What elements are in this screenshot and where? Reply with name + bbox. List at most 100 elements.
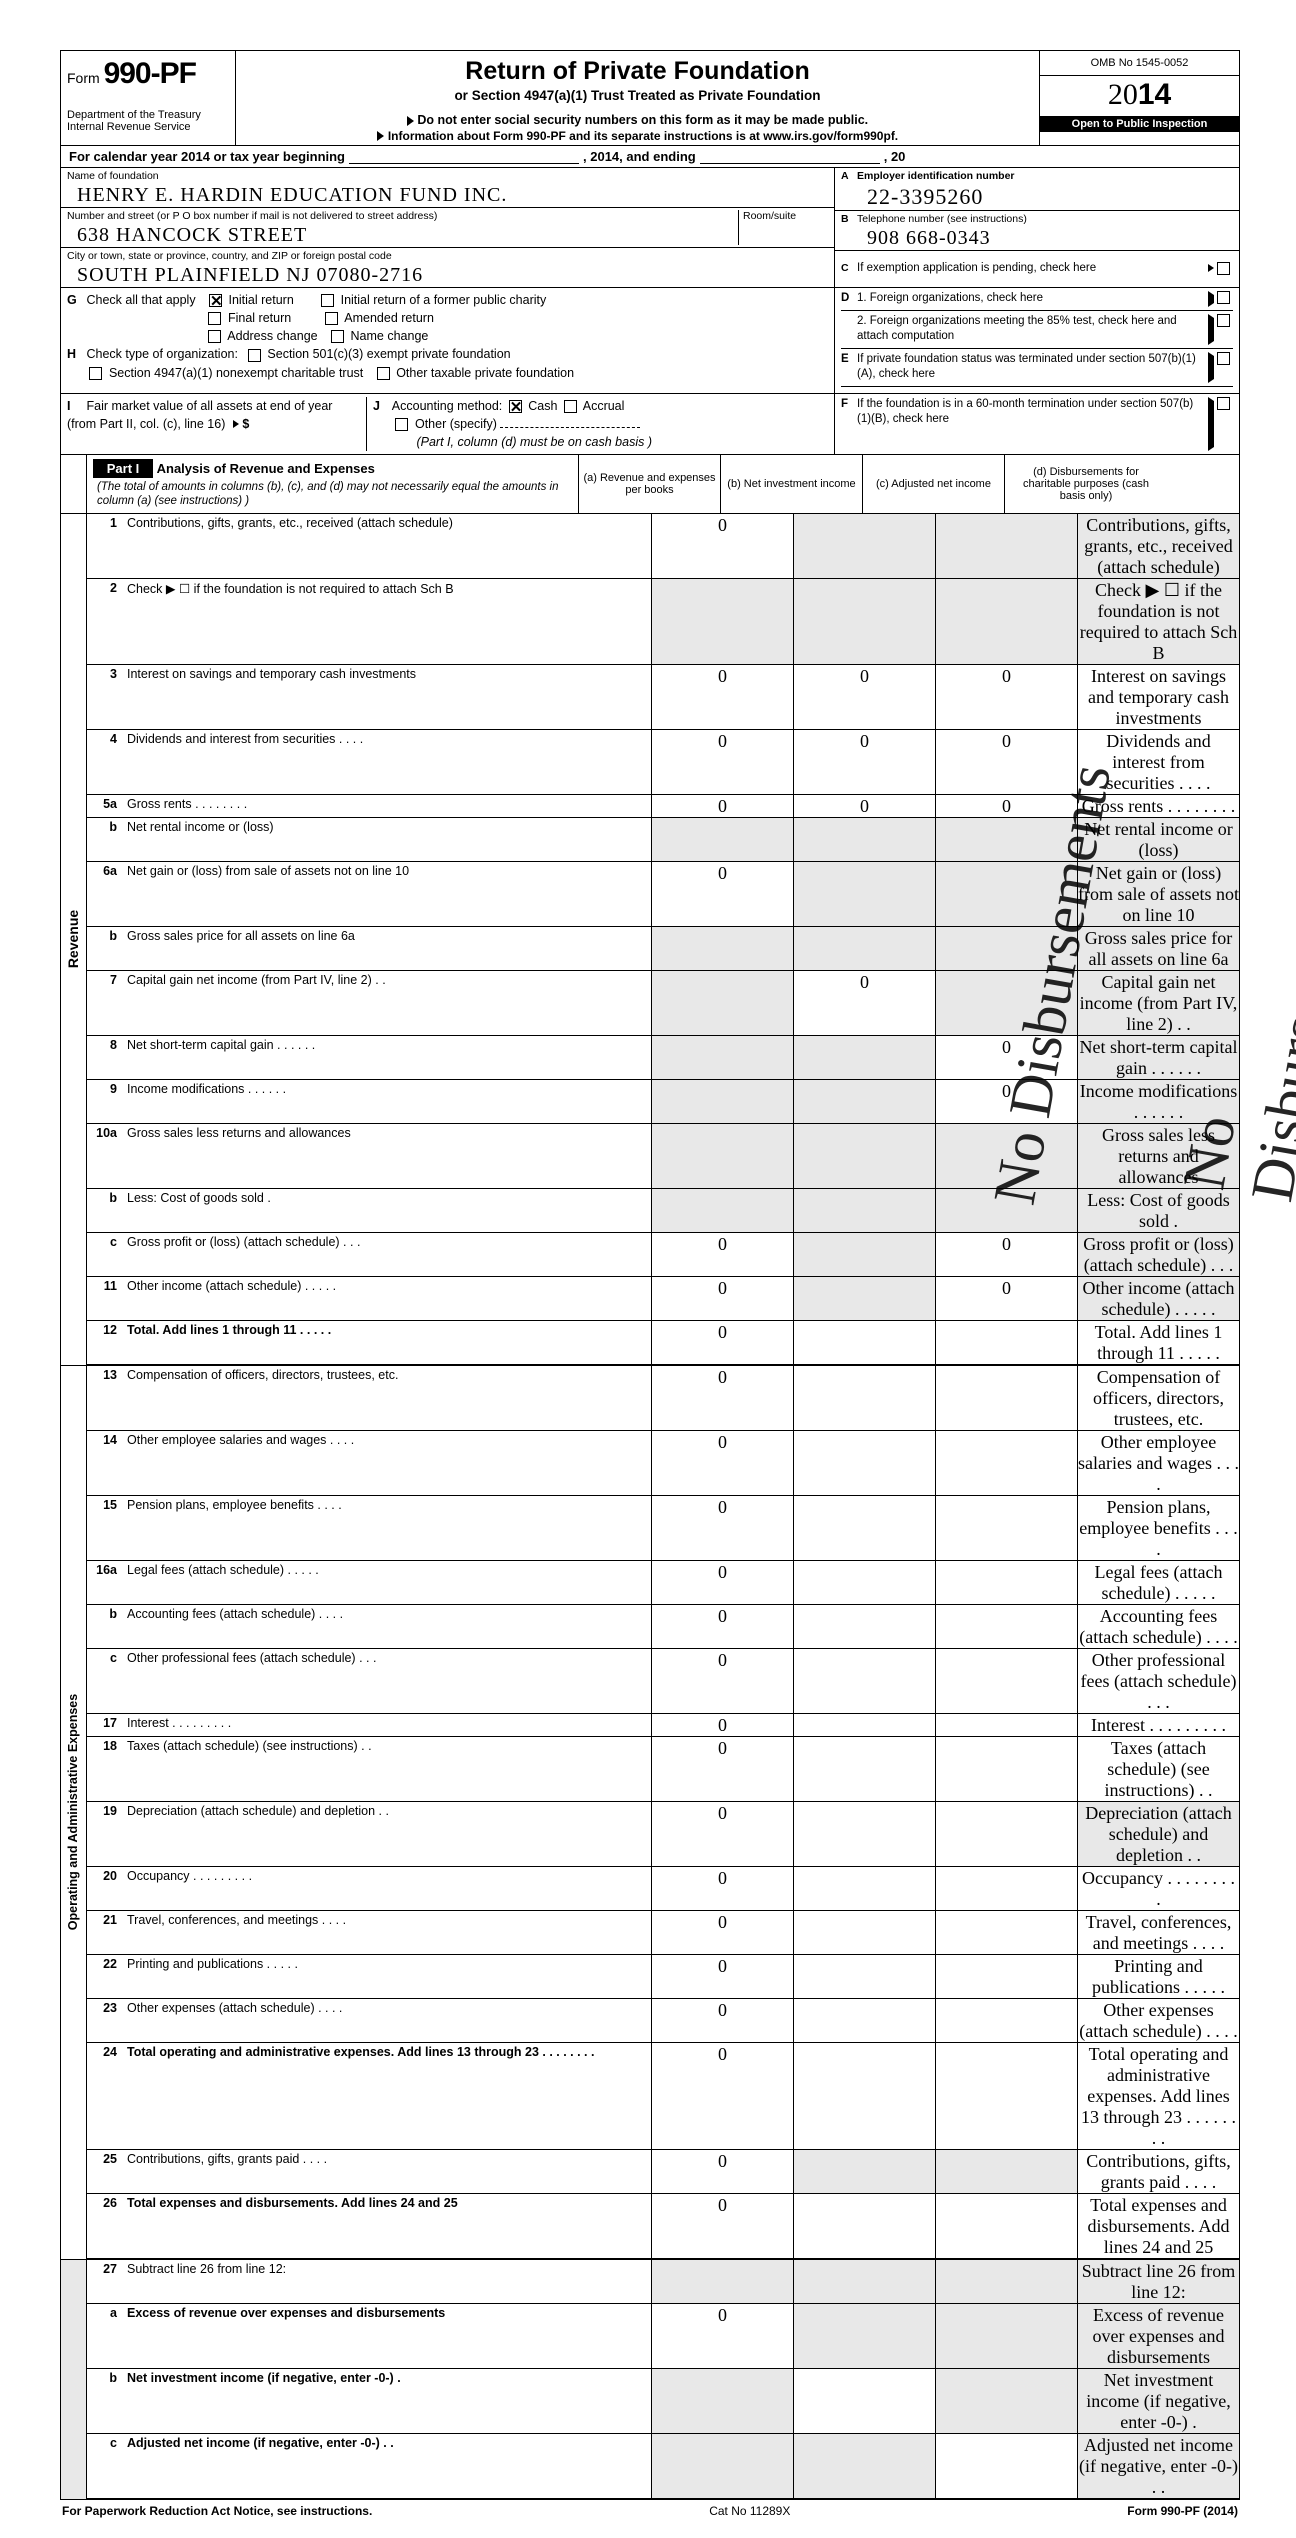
cell-a[interactable]: 0 <box>651 1233 793 1276</box>
h-4947-checkbox[interactable] <box>89 367 102 380</box>
cell-b[interactable] <box>793 1867 935 1910</box>
cell-b[interactable] <box>793 2369 935 2433</box>
cell-d[interactable]: Net gain or (loss) from sale of assets n… <box>1077 862 1239 926</box>
ein-value[interactable]: 22-3395260 <box>867 184 1243 210</box>
cell-d[interactable]: Check ▶ ☐ if the foundation is not requi… <box>1077 579 1239 664</box>
city-value[interactable]: South Plainfield NJ 07080-2716 <box>77 264 838 287</box>
cell-c[interactable] <box>935 1124 1077 1188</box>
cash-checkbox[interactable] <box>509 400 522 413</box>
cell-c[interactable] <box>935 1737 1077 1801</box>
e-checkbox[interactable] <box>1217 352 1230 365</box>
cell-d[interactable]: Total operating and administrative expen… <box>1077 2043 1239 2149</box>
cal-blank2[interactable] <box>700 149 880 164</box>
cell-a[interactable]: 0 <box>651 795 793 817</box>
cell-c[interactable]: 0 <box>935 665 1077 729</box>
cell-d[interactable]: Legal fees (attach schedule) . . . . . <box>1077 1561 1239 1604</box>
cell-a[interactable]: 0 <box>651 514 793 578</box>
cell-a[interactable]: 0 <box>651 1955 793 1998</box>
cell-b[interactable] <box>793 1431 935 1495</box>
cell-d[interactable]: Printing and publications . . . . . <box>1077 1955 1239 1998</box>
cell-c[interactable] <box>935 1496 1077 1560</box>
cell-d[interactable]: Pension plans, employee benefits . . . . <box>1077 1496 1239 1560</box>
cell-d[interactable]: Gross profit or (loss) (attach schedule)… <box>1077 1233 1239 1276</box>
cell-d[interactable]: Occupancy . . . . . . . . . <box>1077 1867 1239 1910</box>
cell-b[interactable]: 0 <box>793 795 935 817</box>
cell-c[interactable] <box>935 927 1077 970</box>
cell-c[interactable] <box>935 1366 1077 1430</box>
cell-d[interactable]: Adjusted net income (if negative, enter … <box>1077 2434 1239 2498</box>
cell-c[interactable] <box>935 1321 1077 1364</box>
cell-d[interactable]: Less: Cost of goods sold . <box>1077 1189 1239 1232</box>
cell-d[interactable]: Accounting fees (attach schedule) . . . … <box>1077 1605 1239 1648</box>
cell-a[interactable]: 0 <box>651 1737 793 1801</box>
cell-b[interactable] <box>793 2043 935 2149</box>
cell-d[interactable]: Compensation of officers, directors, tru… <box>1077 1366 1239 1430</box>
cell-d[interactable]: Other income (attach schedule) . . . . . <box>1077 1277 1239 1320</box>
cell-d[interactable]: Taxes (attach schedule) (see instruction… <box>1077 1737 1239 1801</box>
cell-d[interactable]: Total. Add lines 1 through 11 . . . . . <box>1077 1321 1239 1364</box>
cell-d[interactable]: Gross sales less returns and allowances <box>1077 1124 1239 1188</box>
cell-c[interactable] <box>935 1189 1077 1232</box>
cell-b[interactable] <box>793 514 935 578</box>
cell-d[interactable]: Other expenses (attach schedule) . . . . <box>1077 1999 1239 2042</box>
addr-value[interactable]: 638 Hancock Street <box>77 224 748 247</box>
cell-c[interactable] <box>935 971 1077 1035</box>
cell-b[interactable] <box>793 1714 935 1736</box>
cell-c[interactable] <box>935 579 1077 664</box>
cell-c[interactable] <box>935 818 1077 861</box>
cell-c[interactable] <box>935 1561 1077 1604</box>
cell-a[interactable] <box>651 1124 793 1188</box>
cell-a[interactable] <box>651 2369 793 2433</box>
cell-a[interactable]: 0 <box>651 1321 793 1364</box>
cell-d[interactable]: Contributions, gifts, grants, etc., rece… <box>1077 514 1239 578</box>
cell-c[interactable] <box>935 2434 1077 2498</box>
f-checkbox[interactable] <box>1217 397 1230 410</box>
cell-b[interactable] <box>793 1496 935 1560</box>
name-change-checkbox[interactable] <box>331 330 344 343</box>
cell-c[interactable]: 0 <box>935 1036 1077 1079</box>
cell-d[interactable]: Depreciation (attach schedule) and deple… <box>1077 1802 1239 1866</box>
cal-blank1[interactable] <box>349 149 579 164</box>
cell-c[interactable]: 0 <box>935 1080 1077 1123</box>
cell-b[interactable]: 0 <box>793 730 935 794</box>
final-return-checkbox[interactable] <box>208 312 221 325</box>
cell-a[interactable] <box>651 1036 793 1079</box>
h-other-checkbox[interactable] <box>377 367 390 380</box>
cell-b[interactable] <box>793 1802 935 1866</box>
cell-b[interactable]: 0 <box>793 971 935 1035</box>
cell-a[interactable]: 0 <box>651 1911 793 1954</box>
cell-c[interactable] <box>935 862 1077 926</box>
cell-a[interactable]: 0 <box>651 2194 793 2258</box>
other-checkbox[interactable] <box>395 418 408 431</box>
cell-a[interactable]: 0 <box>651 862 793 926</box>
cell-d[interactable]: Other professional fees (attach schedule… <box>1077 1649 1239 1713</box>
cell-c[interactable]: 0 <box>935 1233 1077 1276</box>
cell-b[interactable] <box>793 2194 935 2258</box>
cell-c[interactable] <box>935 1605 1077 1648</box>
cell-b[interactable] <box>793 1605 935 1648</box>
cell-d[interactable]: Subtract line 26 from line 12: <box>1077 2260 1239 2303</box>
cell-b[interactable] <box>793 1080 935 1123</box>
cell-b[interactable] <box>793 1561 935 1604</box>
cell-c[interactable] <box>935 1649 1077 1713</box>
cell-b[interactable] <box>793 1737 935 1801</box>
former-charity-checkbox[interactable] <box>321 294 334 307</box>
cell-c[interactable] <box>935 2150 1077 2193</box>
cell-c[interactable]: 0 <box>935 795 1077 817</box>
cell-b[interactable] <box>793 2434 935 2498</box>
cell-c[interactable] <box>935 514 1077 578</box>
cell-a[interactable] <box>651 2260 793 2303</box>
cell-b[interactable] <box>793 1649 935 1713</box>
cell-d[interactable]: Contributions, gifts, grants paid . . . … <box>1077 2150 1239 2193</box>
cell-d[interactable]: Gross sales price for all assets on line… <box>1077 927 1239 970</box>
address-change-checkbox[interactable] <box>208 330 221 343</box>
cell-b[interactable] <box>793 1321 935 1364</box>
cell-c[interactable]: 0 <box>935 1277 1077 1320</box>
cell-a[interactable]: 0 <box>651 665 793 729</box>
cell-c[interactable] <box>935 2304 1077 2368</box>
accrual-checkbox[interactable] <box>564 400 577 413</box>
cell-d[interactable]: Net investment income (if negative, ente… <box>1077 2369 1239 2433</box>
cell-c[interactable] <box>935 1802 1077 1866</box>
cell-c[interactable] <box>935 1867 1077 1910</box>
cell-a[interactable]: 0 <box>651 1802 793 1866</box>
